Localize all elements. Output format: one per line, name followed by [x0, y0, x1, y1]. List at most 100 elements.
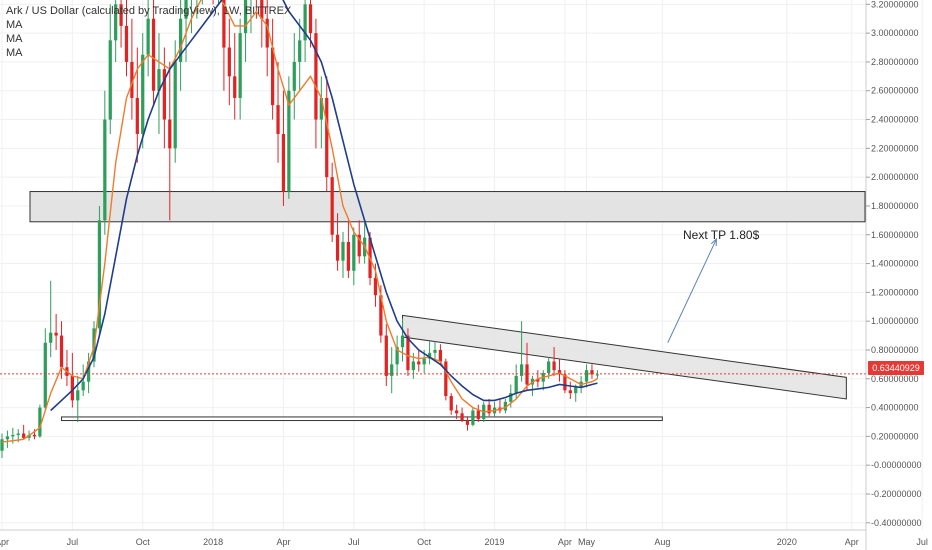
- legend-ma-1[interactable]: MA: [6, 19, 23, 31]
- candle-body: [16, 433, 20, 435]
- candle: [417, 349, 421, 372]
- x-tick-label: Apr: [558, 537, 572, 547]
- candle: [119, 0, 123, 48]
- y-tick-label: 2.20000000: [871, 143, 919, 153]
- candle: [444, 358, 448, 401]
- candle-body: [303, 4, 307, 41]
- candle-body: [97, 220, 102, 329]
- y-tick-label: 3.00000000: [871, 28, 919, 38]
- candle-body: [0, 439, 4, 451]
- resistance-zone: [29, 191, 866, 223]
- candle: [238, 18, 242, 120]
- candle: [281, 90, 286, 206]
- legend-ma-2[interactable]: MA: [6, 33, 23, 45]
- x-tick-label: 2018: [203, 537, 223, 547]
- y-tick-label: 0.20000000: [871, 431, 919, 441]
- y-tick-label: 2.60000000: [871, 86, 919, 96]
- candle: [390, 347, 394, 394]
- candle: [395, 335, 399, 376]
- candle: [335, 213, 340, 271]
- candle: [135, 47, 139, 163]
- candle-body: [168, 119, 172, 149]
- support-zone: [61, 416, 663, 422]
- candle-body: [487, 404, 491, 414]
- candle-body: [346, 241, 351, 271]
- moving-averages-layer: [1, 0, 717, 443]
- candle: [108, 4, 112, 134]
- candle: [498, 398, 502, 414]
- candle-body: [400, 335, 405, 348]
- candle-body: [335, 234, 340, 261]
- candle-body: [5, 436, 10, 440]
- candle-body: [563, 374, 567, 391]
- candle-body: [43, 342, 47, 408]
- candle: [255, 0, 257, 19]
- candle-body: [271, 47, 275, 106]
- candle-body: [119, 4, 123, 26]
- y-tick-label: 1.40000000: [871, 259, 919, 269]
- candle-body: [536, 378, 540, 382]
- next-tp-annotation[interactable]: Next TP 1.80$: [683, 228, 760, 242]
- y-tick-label: 3.20000000: [871, 0, 919, 9]
- candle: [492, 401, 497, 417]
- candle: [38, 404, 42, 438]
- candle-body: [70, 375, 74, 401]
- candle-body: [135, 97, 139, 134]
- ma-slow-line: [50, 0, 598, 412]
- x-tick-label: Jul: [348, 537, 360, 547]
- candle-body: [465, 420, 470, 425]
- candle: [22, 424, 26, 440]
- candle-body: [108, 40, 112, 120]
- candle: [487, 398, 491, 417]
- candle: [471, 407, 475, 427]
- candle-body: [417, 361, 421, 365]
- candle: [222, 0, 226, 91]
- candle-body: [341, 241, 345, 261]
- candle: [250, 0, 252, 34]
- candle: [190, 0, 192, 34]
- candle: [530, 375, 535, 397]
- candle: [341, 231, 345, 278]
- candle: [0, 433, 4, 458]
- candle-body: [276, 105, 280, 134]
- candle: [503, 398, 507, 414]
- candle: [162, 47, 166, 149]
- ma-fast-line: [1, 0, 598, 443]
- candle: [124, 0, 129, 77]
- candle: [292, 33, 296, 120]
- candle: [227, 18, 231, 106]
- x-tick-label: Apr: [0, 537, 9, 547]
- y-tick-label: -0.00000000: [871, 460, 922, 470]
- candle: [519, 321, 524, 382]
- candle: [552, 347, 556, 376]
- candle: [5, 430, 10, 448]
- candle-body: [373, 277, 378, 296]
- candle: [314, 18, 318, 149]
- candle: [59, 321, 64, 379]
- candle-body: [308, 4, 313, 34]
- candles-layer: [0, 0, 599, 458]
- candle: [465, 416, 470, 431]
- candle-body: [86, 361, 91, 382]
- candle-body: [146, 18, 150, 55]
- y-tick-label: 0.80000000: [871, 345, 919, 355]
- legend-ma-3[interactable]: MA: [6, 47, 23, 59]
- candle-body: [103, 119, 107, 221]
- candle: [325, 76, 329, 192]
- candle: [557, 358, 562, 382]
- y-tick-label: 1.00000000: [871, 316, 919, 326]
- candle-body: [59, 335, 64, 368]
- candle: [319, 76, 323, 149]
- candle: [86, 352, 91, 394]
- x-tick-label: Oct: [136, 537, 151, 547]
- y-tick-label: 1.60000000: [871, 230, 919, 240]
- candle-body: [427, 352, 432, 359]
- candle-body: [584, 370, 589, 382]
- y-tick-label: 2.80000000: [871, 57, 919, 67]
- candle-body: [238, 33, 242, 98]
- candle: [460, 407, 464, 422]
- candle-body: [438, 349, 443, 362]
- candle: [97, 205, 102, 336]
